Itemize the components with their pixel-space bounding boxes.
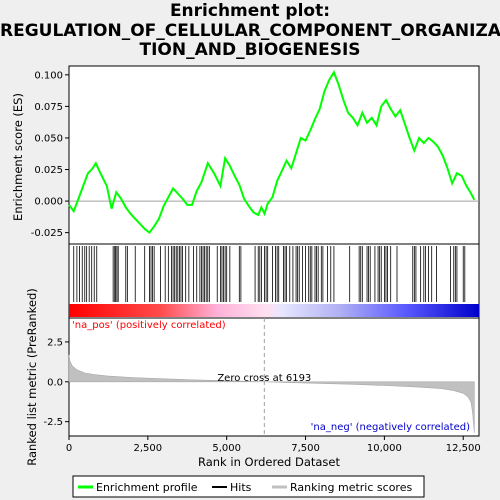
es-y-ticks: -0.025 0.000 0.025 0.050 0.075 0.100: [31, 70, 69, 239]
x-axis-ticks: 0 2,500 5,000 7,500 10,000 12,500: [66, 436, 481, 454]
rank-color-bar: [69, 304, 479, 317]
metric-axis-label: Ranked list metric (PreRanked): [25, 288, 39, 466]
es-tick-label: 0.050: [34, 133, 63, 144]
enrichment-profile-line: [68, 70, 476, 235]
es-tick-label: 0.100: [34, 70, 63, 81]
metric-tick-label: 2.5: [47, 337, 63, 348]
es-tick-label: 0.075: [34, 102, 63, 113]
legend-metric-label: Ranking metric scores: [290, 481, 412, 494]
es-tick-label: -0.025: [31, 228, 63, 239]
zero-cross-label: Zero cross at 6193: [217, 373, 311, 384]
legend-box: [72, 475, 425, 498]
x-tick-label: 10,000: [367, 443, 402, 454]
chart-title: Enrichment plot: REGULATION_OF_CELLULAR_…: [0, 1, 500, 61]
es-tick-label: 0.000: [34, 197, 63, 208]
hit-markers: [73, 246, 466, 302]
pos-correlated-label: 'na_pos' (positively correlated): [72, 320, 226, 331]
metric-y-ticks: -2.5 0.0 2.5: [43, 337, 69, 428]
title-line-2: REGULATION_OF_CELLULAR_COMPONENT_ORGANIZ…: [0, 20, 500, 41]
ranking-metric-area: [68, 354, 475, 433]
legend-hits-label: Hits: [230, 481, 252, 494]
es-panel: [68, 65, 480, 245]
metric-tick-label: -2.5: [43, 417, 63, 428]
legend-enrichment-label: Enrichment profile: [96, 481, 198, 494]
x-tick-label: 2,500: [134, 443, 163, 454]
x-axis-label: Rank in Ordered Dataset: [198, 455, 341, 469]
x-tick-label: 12,500: [446, 443, 481, 454]
x-tick-label: 5,000: [212, 443, 241, 454]
neg-correlated-label: 'na_neg' (negatively correlated): [311, 422, 470, 433]
title-line-3: TION_AND_BIOGENESIS: [139, 40, 361, 60]
x-tick-label: 7,500: [291, 443, 320, 454]
metric-tick-label: 0.0: [47, 377, 63, 388]
es-axis-label: Enrichment score (ES): [11, 93, 25, 221]
es-tick-label: 0.025: [34, 165, 63, 176]
x-tick-label: 0: [66, 443, 72, 454]
title-line-1: Enrichment plot:: [169, 1, 331, 21]
